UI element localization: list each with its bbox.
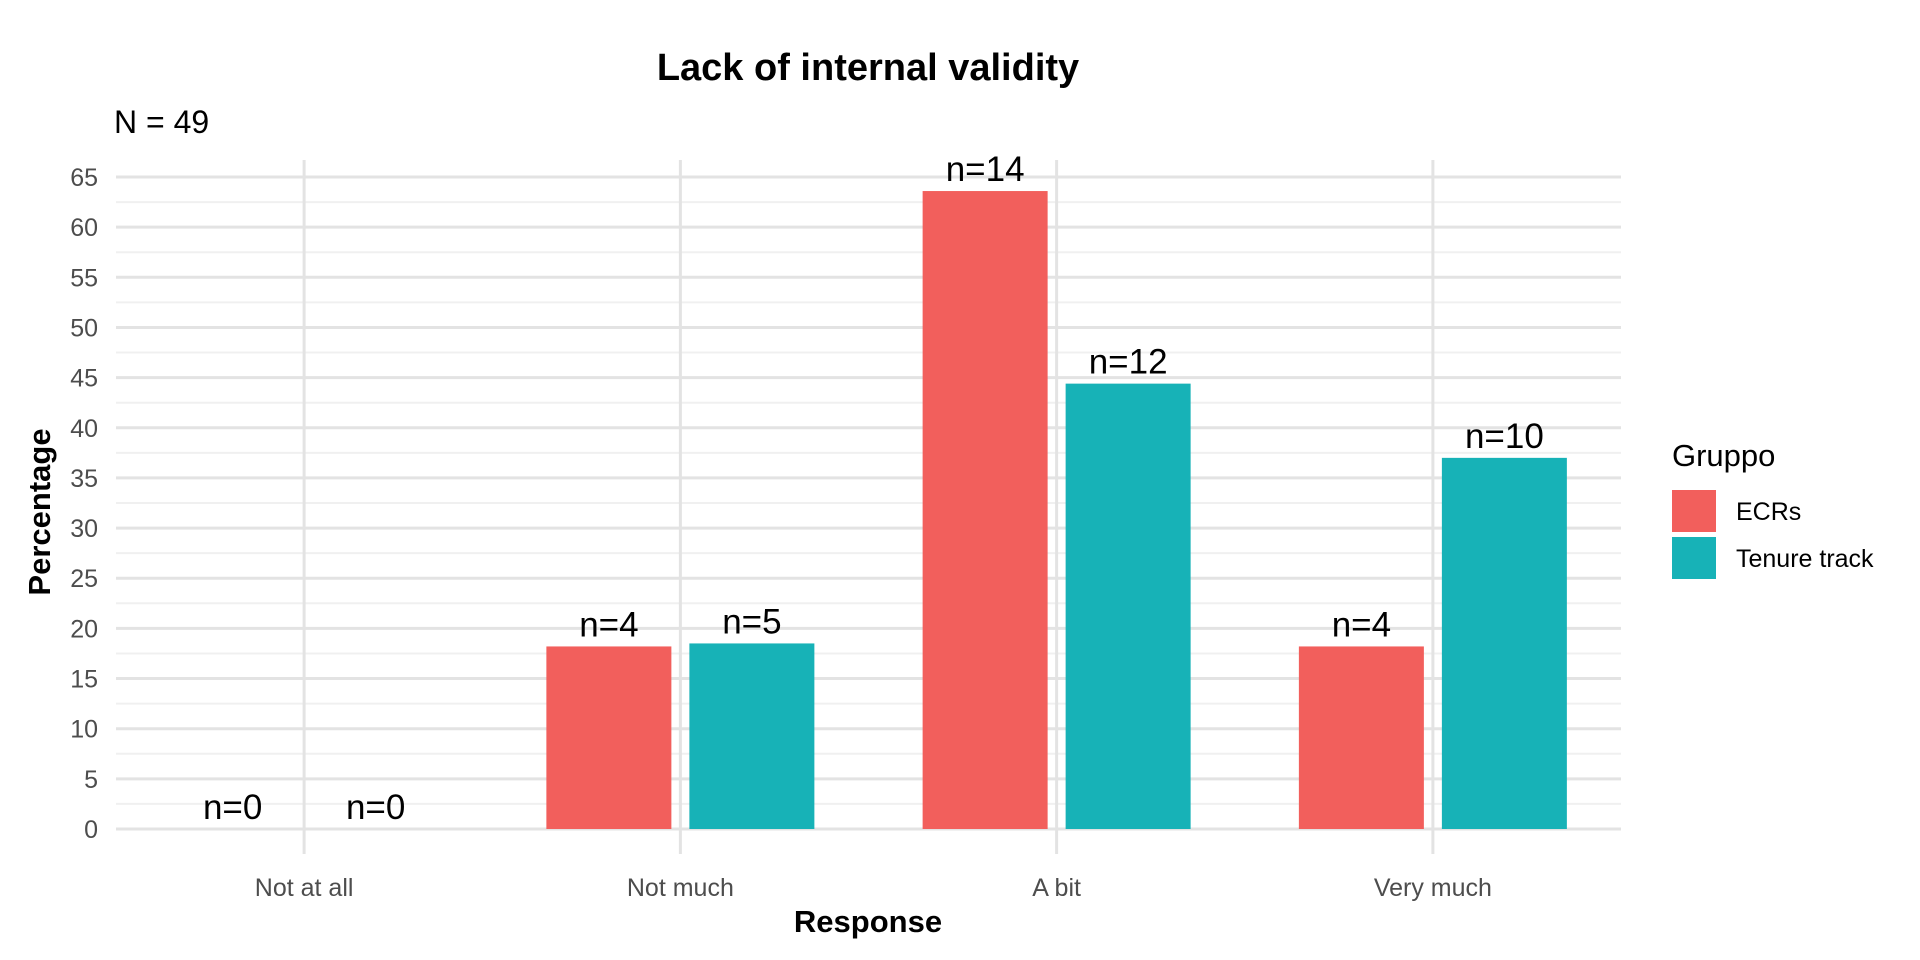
y-tick-label: 40 xyxy=(70,415,98,443)
y-tick-label: 60 xyxy=(70,214,98,242)
y-tick-label: 45 xyxy=(70,365,98,393)
legend-label-tenure-track: Tenure track xyxy=(1736,545,1874,573)
y-tick-label: 0 xyxy=(84,816,98,844)
bar-data-label: n=0 xyxy=(346,788,405,827)
x-tick-label: A bit xyxy=(1032,874,1081,902)
x-tick-label: Not much xyxy=(627,874,734,902)
chart-subtitle: N = 49 xyxy=(114,104,209,140)
bar xyxy=(922,191,1048,829)
y-axis-title: Percentage xyxy=(22,428,57,595)
y-tick-label: 20 xyxy=(70,615,98,643)
bar-data-label: n=12 xyxy=(1089,343,1168,382)
bar-data-label: n=0 xyxy=(203,788,262,827)
bar xyxy=(1298,646,1424,829)
y-tick-label: 15 xyxy=(70,666,98,694)
y-axis-ticks: 0 5 10 15 20 25 30 35 40 45 50 55 60 65 xyxy=(70,164,98,844)
y-tick-label: 35 xyxy=(70,465,98,493)
bar-data-label: n=4 xyxy=(579,605,638,644)
legend-title: Gruppo xyxy=(1672,438,1775,473)
x-tick-label: Not at all xyxy=(255,874,354,902)
legend-swatch-tenure-track xyxy=(1672,537,1716,579)
bar xyxy=(1065,383,1191,829)
y-tick-label: 5 xyxy=(84,766,98,794)
legend-swatch-ecrs xyxy=(1672,490,1716,532)
bar xyxy=(1441,457,1567,829)
bar xyxy=(546,646,672,829)
x-tick-label: Very much xyxy=(1374,874,1492,902)
y-tick-label: 25 xyxy=(70,565,98,593)
legend: Gruppo ECRs Tenure track xyxy=(1672,438,1874,579)
x-axis-title: Response xyxy=(794,904,942,939)
y-tick-label: 55 xyxy=(70,264,98,292)
y-tick-label: 50 xyxy=(70,314,98,342)
bar-data-label: n=4 xyxy=(1332,605,1391,644)
legend-label-ecrs: ECRs xyxy=(1736,498,1801,526)
bar xyxy=(689,643,815,829)
x-axis-ticks: Not at all Not much A bit Very much xyxy=(255,874,1492,902)
y-tick-label: 30 xyxy=(70,515,98,543)
chart-title: Lack of internal validity xyxy=(657,47,1079,89)
bar-data-label: n=10 xyxy=(1465,417,1544,456)
y-tick-label: 10 xyxy=(70,716,98,744)
bar-data-label: n=14 xyxy=(946,150,1025,189)
bar-labels: n=0 n=4 n=14 n=4 n=0 n=5 n=12 n=10 xyxy=(203,150,1544,827)
bar-data-label: n=5 xyxy=(722,602,781,641)
bars xyxy=(546,191,1567,829)
y-tick-label: 65 xyxy=(70,164,98,192)
